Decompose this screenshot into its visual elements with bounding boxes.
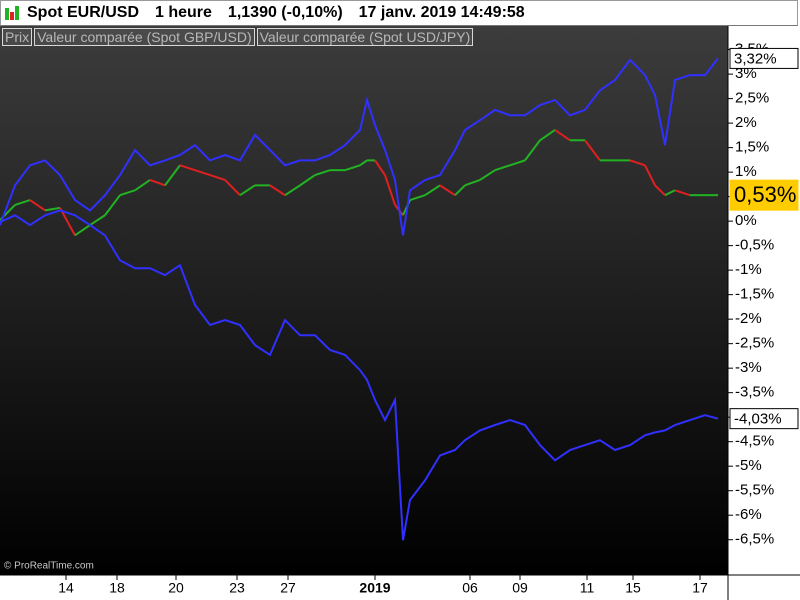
price-segment	[664, 189, 676, 197]
price-segment	[209, 174, 226, 181]
end-label-box	[729, 408, 799, 430]
comparison-line	[0, 209, 719, 541]
price-segment	[194, 169, 211, 177]
x-tick-label: 17	[692, 580, 708, 596]
price-segment	[494, 164, 511, 172]
y-tick-label: 1%	[735, 163, 757, 180]
price-segment	[654, 184, 666, 196]
x-tick-label: 15	[625, 580, 641, 596]
y-tick-label: -2,5%	[735, 335, 774, 352]
y-tick-label: -6,5%	[735, 531, 774, 548]
y-tick-label: 0%	[735, 212, 757, 229]
price-segment	[89, 214, 106, 226]
y-tick-label: -2%	[735, 310, 762, 327]
price-segment	[539, 129, 556, 142]
interval[interactable]: 1 heure	[155, 4, 212, 21]
price: 1,1390 (-0,10%)	[227, 4, 343, 21]
y-tick-label: -0,5%	[735, 237, 774, 254]
price-segment	[164, 164, 181, 186]
x-tick-label: 09	[512, 580, 528, 596]
price-segment	[149, 179, 166, 187]
end-label: 0,53%	[734, 182, 796, 207]
y-tick-label: 2%	[735, 114, 757, 131]
price-segment	[439, 184, 456, 197]
price-segment	[44, 206, 61, 212]
price-segment	[384, 174, 396, 206]
price-segment	[119, 189, 136, 197]
y-tick-label: 1,5%	[735, 139, 769, 156]
price-segment	[644, 164, 656, 186]
plot-background	[0, 26, 728, 575]
price-segment	[59, 207, 76, 236]
y-tick-label: -3%	[735, 359, 762, 376]
y-tick-label: -5%	[735, 457, 762, 474]
x-tick-label: 20	[168, 580, 184, 596]
price-segment	[314, 169, 331, 177]
end-label: 3,32%	[734, 50, 777, 67]
price-segment	[374, 159, 386, 176]
price-segment	[359, 159, 368, 167]
x-tick-label: 2019	[359, 580, 390, 596]
price-segment	[269, 184, 286, 197]
watermark: © ProRealTime.com	[4, 561, 94, 572]
x-axis-area	[0, 575, 728, 600]
price-segment	[14, 199, 31, 206]
price-segment	[29, 199, 46, 212]
chart-icon	[5, 5, 19, 21]
end-label-box	[729, 179, 799, 211]
comparison-line	[0, 57, 719, 236]
price-segment	[179, 164, 196, 172]
end-label-box	[729, 47, 799, 69]
header-bar: Spot EUR/USD 1 heure 1,1390 (-0,10%) 17 …	[0, 0, 798, 26]
y-tick-label: -1%	[735, 261, 762, 278]
y-tick-label: -6%	[735, 506, 762, 523]
price-segment	[554, 129, 571, 142]
x-tick-label: 27	[280, 580, 296, 596]
y-tick-label: -5,5%	[735, 482, 774, 499]
price-segment	[509, 159, 526, 167]
y-tick-label: -4,5%	[735, 433, 774, 450]
price-segment	[584, 139, 601, 161]
y-tick-label: 3%	[735, 65, 757, 82]
price-segment	[464, 179, 481, 187]
price-segment	[409, 194, 426, 202]
price-segment	[454, 184, 466, 196]
price-segment	[284, 184, 301, 197]
x-tick-label: 06	[462, 580, 478, 596]
end-label: -4,03%	[734, 411, 782, 428]
price-segment	[134, 179, 151, 192]
legend-entry[interactable]: Valeur comparée (Spot GBP/USD)	[34, 28, 255, 46]
y-tick-label: -1,5%	[735, 286, 774, 303]
x-tick-label: 23	[229, 580, 245, 596]
price-segment	[674, 189, 691, 197]
y-axis-area	[728, 26, 800, 600]
plot-series	[0, 57, 719, 541]
instrument[interactable]: Spot EUR/USD	[27, 4, 139, 21]
legend-entry[interactable]: Prix	[2, 28, 33, 46]
legend: Prix Valeur comparée (Spot GBP/USD) Valeur…	[2, 28, 475, 46]
price-segment	[344, 164, 361, 172]
x-tick-label: 18	[109, 580, 125, 596]
price-segment	[629, 159, 646, 167]
price-segment	[479, 169, 496, 181]
x-tick-label: 11	[580, 580, 595, 596]
price-segment	[524, 139, 541, 161]
y-tick-label: 2,5%	[735, 90, 769, 107]
legend-entry[interactable]: Valeur comparée (Spot USD/JPY)	[256, 28, 474, 46]
price-segment	[74, 224, 91, 237]
x-tick-label: 14	[58, 580, 74, 596]
price-segment	[424, 184, 441, 197]
y-tick-label: -3,5%	[735, 384, 774, 401]
price-segment	[224, 179, 241, 196]
datetime: 17 janv. 2019 14:49:58	[358, 4, 525, 21]
price-segment	[299, 174, 316, 187]
price-segment	[239, 184, 256, 197]
price-segment	[104, 194, 121, 216]
